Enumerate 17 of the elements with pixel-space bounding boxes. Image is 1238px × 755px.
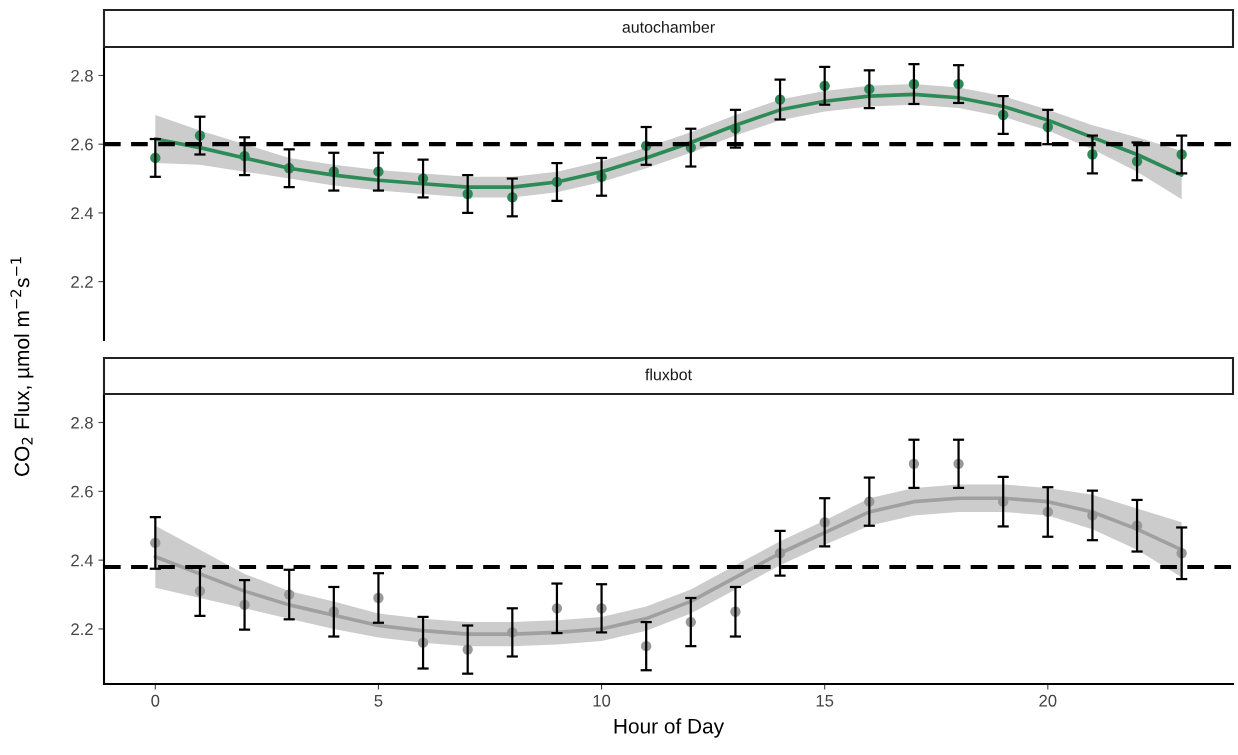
y-tick-label: 2.6 [71, 485, 93, 498]
y-tick-label: 2.8 [71, 69, 93, 82]
x-tick-label: 10 [593, 694, 611, 707]
y-tick-label: 2.2 [71, 276, 93, 288]
x-tick-label: 5 [374, 695, 383, 707]
x-axis-title: Hour of Day [614, 718, 725, 738]
y-tick-label: 2.4 [71, 554, 94, 567]
y-tick-label: 2.8 [71, 416, 93, 429]
x-tick-label: 0 [151, 694, 160, 707]
x-tick-label: 15 [816, 695, 834, 707]
chart-title: fluxbot [645, 368, 692, 381]
chart-title: autochamber [622, 21, 715, 33]
x-tick-label: 20 [1039, 694, 1057, 707]
y-tick-label: 2.4 [71, 207, 94, 219]
y-tick-label: 2.6 [71, 138, 93, 151]
y-tick-label: 2.2 [71, 623, 93, 635]
y-axis-title: CO$_{2}$ Flux, µmol m$^{−2}$s$^{−1}$ [10, 257, 34, 476]
